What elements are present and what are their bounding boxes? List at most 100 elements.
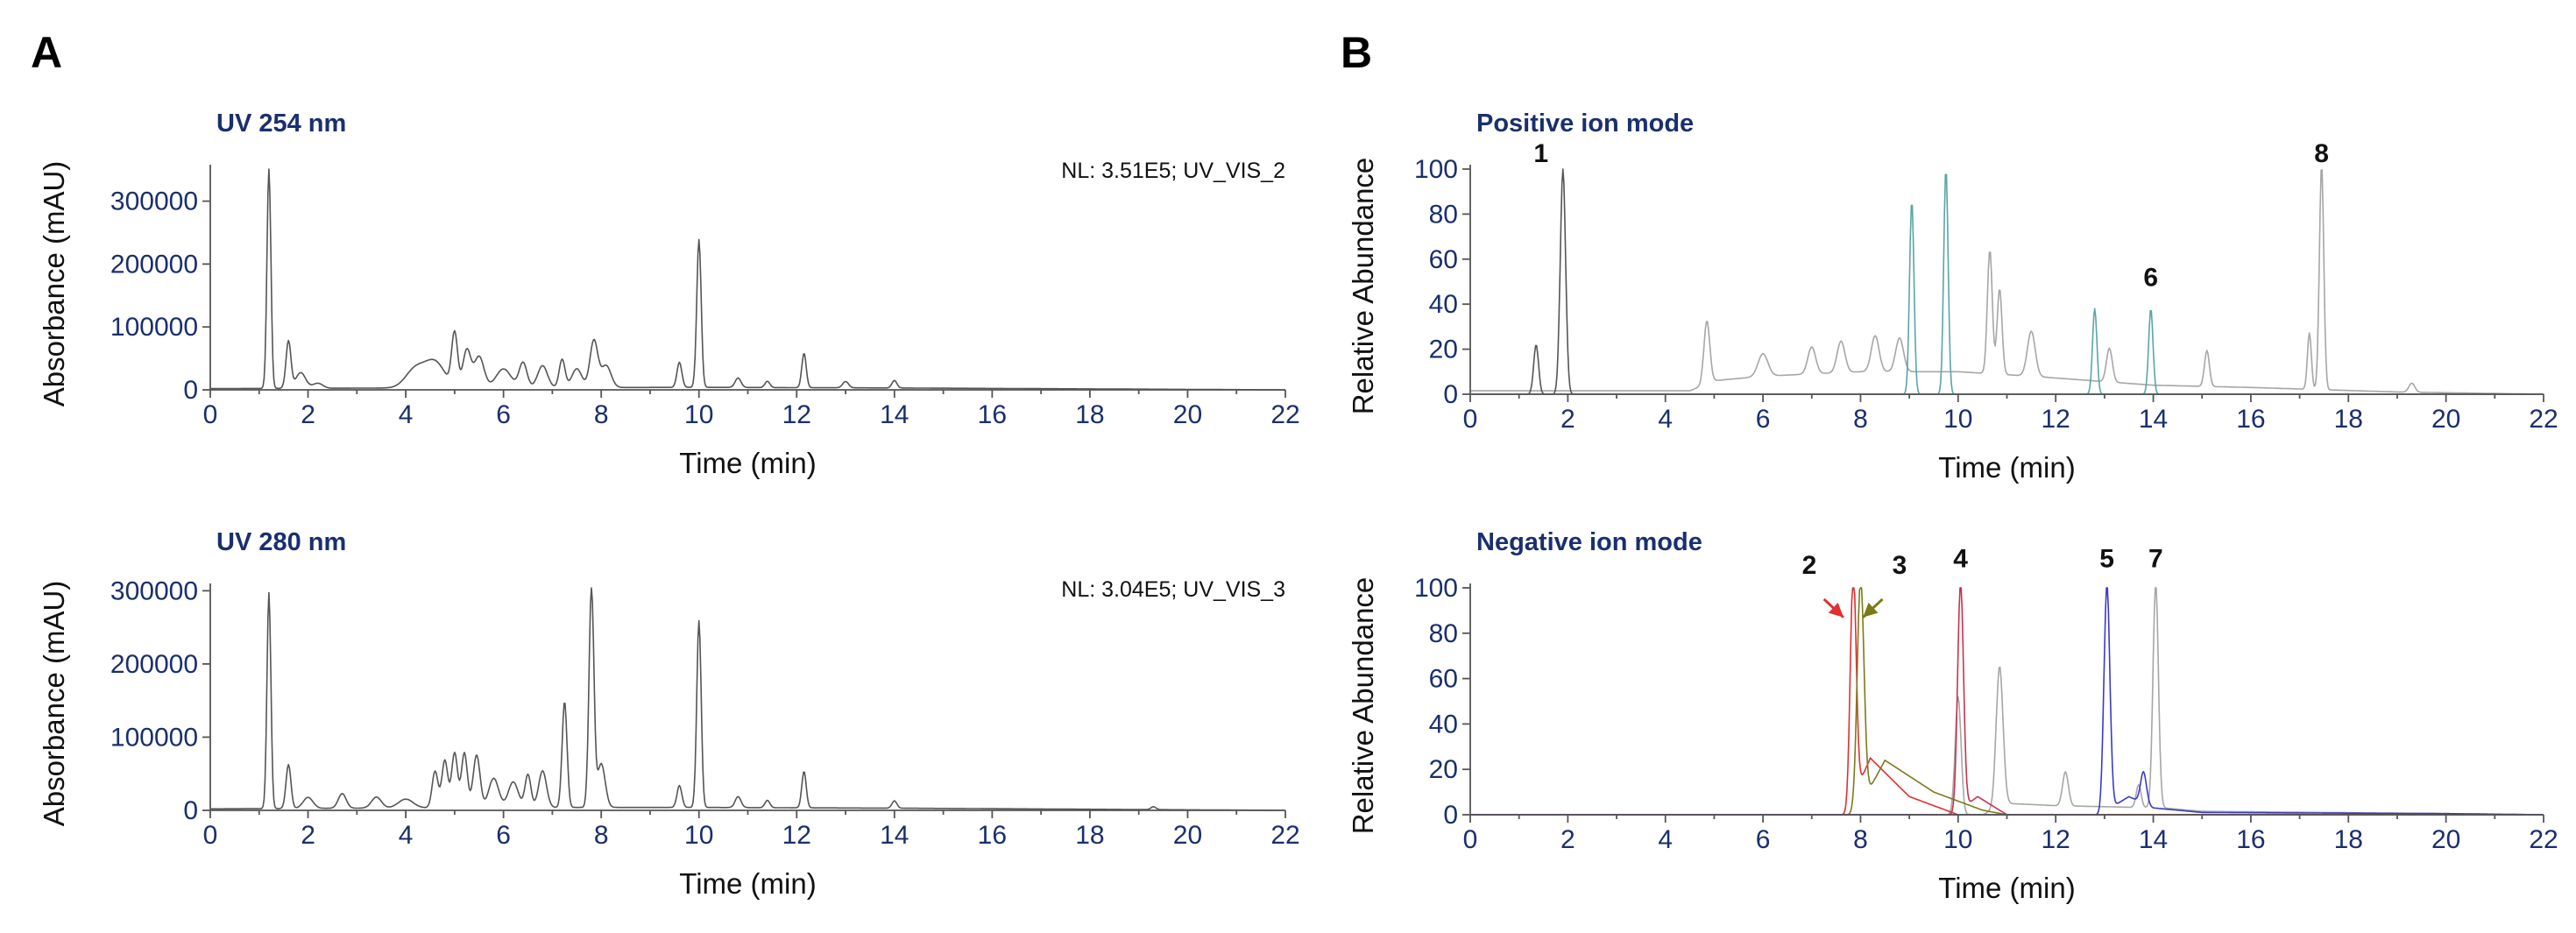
- x-tick-label: 10: [684, 821, 713, 850]
- panel-letter-b: B: [1341, 28, 1372, 77]
- series-line-uv-254-nm-trace: [210, 168, 1285, 391]
- y-tick-label: 200000: [110, 650, 198, 679]
- y-tick-label: 200000: [110, 250, 198, 279]
- x-tick-label: 0: [1463, 825, 1478, 854]
- series-line-compound-2: [1470, 587, 2544, 816]
- peak-label-4: 4: [1953, 544, 1968, 573]
- y-tick-label: 100000: [110, 723, 198, 752]
- chart-title: Negative ion mode: [1476, 528, 1702, 556]
- x-tick-label: 6: [1756, 825, 1771, 854]
- x-tick-label: 12: [2041, 825, 2070, 854]
- y-tick-label: 300000: [110, 576, 198, 605]
- x-axis-label: Time (min): [679, 447, 816, 479]
- x-tick-label: 4: [399, 821, 414, 850]
- x-tick-label: 8: [1853, 405, 1868, 434]
- x-tick-label: 22: [1270, 821, 1299, 850]
- y-tick-label: 0: [1443, 380, 1458, 409]
- peak-label-5: 5: [2099, 544, 2114, 573]
- x-tick-label: 16: [978, 821, 1007, 850]
- x-tick-label: 0: [203, 821, 218, 850]
- x-tick-label: 8: [1853, 825, 1868, 854]
- x-tick-label: 14: [2139, 405, 2168, 434]
- x-tick-label: 16: [2236, 825, 2265, 854]
- series-line-compound-1: [1470, 168, 2544, 395]
- chart-uv254: UV 254 nm NL: 3.51E5; UV_VIS_2 0 2 4 6 8 10 12 14…: [38, 110, 1300, 479]
- y-tick-label: 80: [1429, 619, 1458, 648]
- y-tick-label: 0: [183, 796, 198, 825]
- x-tick-label: 0: [1463, 405, 1478, 434]
- x-tick-label: 10: [1943, 405, 1972, 434]
- x-tick-label: 6: [496, 821, 511, 850]
- x-tick-label: 10: [684, 400, 713, 429]
- y-tick-label: 80: [1429, 200, 1458, 229]
- chart-title: UV 280 nm: [216, 528, 346, 556]
- x-tick-label: 20: [1173, 400, 1202, 429]
- series-line-compound-4: [1470, 587, 2544, 816]
- x-tick-label: 0: [203, 400, 218, 429]
- x-axis-label: Time (min): [1938, 451, 2075, 484]
- x-tick-label: 12: [2041, 405, 2070, 434]
- x-tick-label: 4: [399, 400, 414, 429]
- y-tick-label: 60: [1429, 665, 1458, 694]
- panel-letter-a: A: [31, 28, 62, 77]
- y-tick-label: 100: [1414, 574, 1458, 603]
- series-line-compound-3: [1470, 587, 2544, 816]
- x-tick-label: 6: [496, 400, 511, 429]
- x-tick-label: 22: [2529, 825, 2558, 854]
- peak-label-6: 6: [2143, 263, 2158, 292]
- x-tick-label: 2: [301, 821, 315, 850]
- x-tick-label: 22: [2529, 405, 2558, 434]
- nl-annotation: NL: 3.04E5; UV_VIS_3: [1061, 577, 1285, 602]
- peak-label-3: 3: [1893, 551, 1907, 580]
- series-line-uv-280-nm-trace: [210, 587, 1285, 811]
- x-tick-label: 18: [2334, 825, 2363, 854]
- x-tick-label: 20: [1173, 821, 1202, 850]
- x-tick-label: 2: [1560, 825, 1575, 854]
- x-tick-label: 12: [782, 821, 811, 850]
- x-tick-label: 14: [880, 400, 909, 429]
- y-tick-label: 0: [183, 376, 198, 405]
- y-tick-label: 40: [1429, 290, 1458, 319]
- x-tick-label: 18: [1075, 821, 1104, 850]
- x-tick-label: 18: [2334, 405, 2363, 434]
- x-tick-label: 20: [2431, 405, 2460, 434]
- y-axis-label: Relative Abundance: [1347, 158, 1379, 415]
- x-tick-label: 2: [1560, 405, 1575, 434]
- x-tick-label: 12: [782, 400, 811, 429]
- peak-label-8: 8: [2314, 139, 2329, 168]
- x-tick-label: 18: [1075, 400, 1104, 429]
- x-tick-label: 4: [1658, 405, 1673, 434]
- x-tick-label: 16: [2236, 405, 2265, 434]
- x-tick-label: 8: [594, 400, 609, 429]
- y-tick-label: 300000: [110, 187, 198, 216]
- y-tick-label: 100000: [110, 313, 198, 342]
- y-axis-label: Absorbance (mAU): [38, 581, 70, 827]
- y-tick-label: 0: [1443, 801, 1458, 830]
- x-axis-label: Time (min): [679, 867, 816, 900]
- chart-negative-ion: Negative ion mode 0 2 4 6 8 10 12 14 16 18 20 22 0 20 4…: [1347, 528, 2558, 904]
- x-tick-label: 4: [1658, 825, 1673, 854]
- series-line-teal-ions: [1470, 173, 2544, 395]
- x-tick-label: 14: [2139, 825, 2168, 854]
- y-axis-label: Relative Abundance: [1347, 577, 1379, 835]
- peak-label-1: 1: [1533, 139, 1548, 168]
- arrow-3: [1862, 597, 1884, 618]
- y-tick-label: 100: [1414, 155, 1458, 184]
- x-tick-label: 2: [301, 400, 315, 429]
- x-tick-label: 6: [1756, 405, 1771, 434]
- x-tick-label: 8: [594, 821, 609, 850]
- series-line-gray-trace: [1470, 587, 2544, 816]
- chart-uv280: UV 280 nm NL: 3.04E5; UV_VIS_3 0 2 4 6 8 10 12 14…: [38, 528, 1300, 900]
- series-line-tic-gray-: [1470, 169, 2544, 395]
- x-tick-label: 10: [1943, 825, 1972, 854]
- arrow-2: [1822, 597, 1844, 618]
- x-axis-label: Time (min): [1938, 872, 2075, 904]
- chart-title: UV 254 nm: [216, 110, 346, 138]
- series-line-compound-5: [1470, 587, 2544, 816]
- y-axis-label: Absorbance (mAU): [38, 161, 70, 407]
- x-tick-label: 22: [1270, 400, 1299, 429]
- x-tick-label: 14: [880, 821, 909, 850]
- y-tick-label: 60: [1429, 245, 1458, 274]
